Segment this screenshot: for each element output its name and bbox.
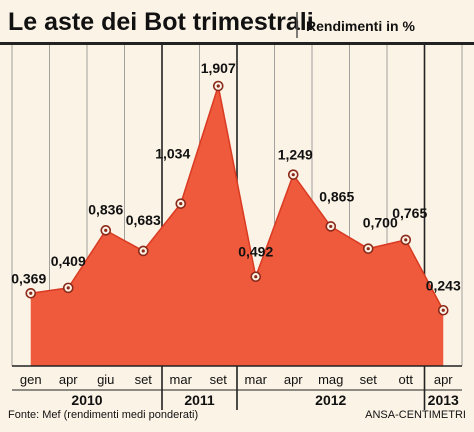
year-label: 2010	[71, 392, 102, 408]
year-label: 2012	[315, 392, 346, 408]
value-label: 0,243	[426, 277, 461, 293]
credit: ANSA-CENTIMETRI	[365, 409, 466, 421]
data-point-core	[29, 291, 33, 295]
header-rule	[0, 42, 474, 45]
data-point-core	[141, 249, 145, 253]
tick-label: ott	[399, 372, 414, 387]
data-point-core	[291, 173, 295, 177]
series-line	[30, 85, 444, 311]
value-label: 0,865	[319, 188, 354, 204]
value-label: 1,249	[278, 147, 313, 163]
tick-label: giu	[97, 372, 114, 387]
data-point-core	[441, 308, 445, 312]
year-label: 2013	[428, 392, 459, 408]
value-label: 0,700	[363, 215, 398, 231]
tick-label: mar	[170, 372, 193, 387]
value-label: 1,034	[155, 146, 190, 162]
tick-label: apr	[434, 372, 453, 387]
chart-subtitle: Rendimenti in %	[306, 18, 415, 34]
tick-label: set	[210, 372, 228, 387]
value-label: 0,683	[126, 212, 161, 228]
value-label: 0,765	[392, 205, 427, 221]
data-point-core	[254, 275, 258, 279]
value-label: 0,492	[238, 244, 273, 260]
tick-label: gen	[20, 372, 42, 387]
tick-label: mag	[318, 372, 343, 387]
data-point-core	[404, 238, 408, 242]
data-point-core	[66, 286, 70, 290]
value-label: 0,409	[51, 253, 86, 269]
data-point-core	[329, 224, 333, 229]
tick-label: mar	[245, 372, 268, 387]
area-fill	[30, 86, 444, 366]
data-point-core	[179, 202, 183, 206]
data-point-core	[216, 84, 220, 88]
source-note: Fonte: Mef (rendimenti medi ponderati)	[8, 409, 198, 421]
tick-label: set	[135, 372, 153, 387]
value-label: 0,836	[88, 201, 123, 217]
value-label: 1,907	[201, 60, 236, 76]
tick-label: apr	[284, 372, 303, 387]
data-point-core	[366, 247, 370, 251]
chart-title: Le aste dei Bot trimestrali	[8, 8, 314, 36]
tick-label: set	[360, 372, 378, 387]
value-label: 0,369	[11, 270, 46, 286]
tick-label: apr	[59, 372, 78, 387]
year-label: 2011	[184, 392, 215, 408]
data-point-core	[104, 228, 108, 232]
